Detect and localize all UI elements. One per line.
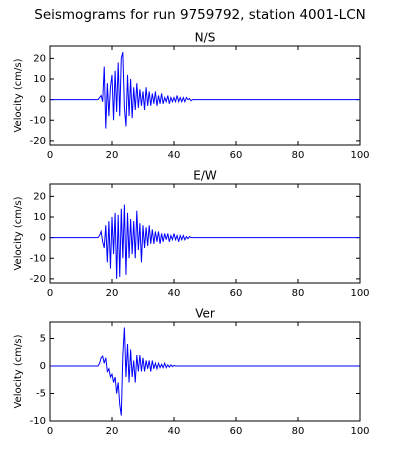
x-tick-label: 100 bbox=[350, 288, 369, 299]
x-tick-label: 80 bbox=[292, 288, 305, 299]
y-tick-label: 20 bbox=[33, 53, 46, 64]
seismogram-line bbox=[50, 204, 360, 279]
y-tick-label: -10 bbox=[30, 416, 46, 427]
y-tick-label: 0 bbox=[40, 233, 46, 244]
seismogram-line bbox=[50, 52, 360, 129]
figure-title: Seismograms for run 9759792, station 400… bbox=[34, 7, 365, 23]
y-tick-label: 0 bbox=[40, 361, 46, 372]
y-tick-label: 5 bbox=[40, 334, 46, 345]
y-tick-label: -20 bbox=[30, 274, 46, 285]
y-tick-label: 10 bbox=[33, 74, 46, 85]
x-tick-label: 80 bbox=[292, 150, 305, 161]
x-tick-label: 60 bbox=[230, 150, 243, 161]
y-axis-label: Velocity (cm/s) bbox=[13, 58, 24, 132]
x-tick-label: 60 bbox=[230, 288, 243, 299]
axes-frame bbox=[49, 321, 361, 422]
y-axis-label: Velocity (cm/s) bbox=[13, 196, 24, 270]
axes-frame bbox=[49, 183, 361, 284]
x-tick-label: 40 bbox=[168, 150, 181, 161]
subplot-title: N/S bbox=[195, 31, 216, 45]
x-tick-label: 60 bbox=[230, 426, 243, 437]
x-tick-label: 40 bbox=[168, 288, 181, 299]
x-tick-label: 100 bbox=[350, 150, 369, 161]
x-tick-label: 100 bbox=[350, 426, 369, 437]
y-tick-label: -10 bbox=[30, 253, 46, 264]
subplot-title: Ver bbox=[195, 307, 215, 321]
x-tick-label: 0 bbox=[47, 150, 53, 161]
y-tick-label: 10 bbox=[33, 212, 46, 223]
x-tick-label: 0 bbox=[47, 426, 53, 437]
x-tick-label: 20 bbox=[106, 150, 119, 161]
subplot-title: E/W bbox=[193, 169, 217, 183]
y-axis-label: Velocity (cm/s) bbox=[13, 334, 24, 408]
y-tick-label: -10 bbox=[30, 115, 46, 126]
seismogram-line bbox=[50, 327, 360, 416]
axes-frame bbox=[49, 45, 361, 146]
x-tick-label: 20 bbox=[106, 288, 119, 299]
x-tick-label: 20 bbox=[106, 426, 119, 437]
y-tick-label: -5 bbox=[36, 389, 46, 400]
x-tick-label: 0 bbox=[47, 288, 53, 299]
x-tick-label: 40 bbox=[168, 426, 181, 437]
y-tick-label: 20 bbox=[33, 191, 46, 202]
y-tick-label: 0 bbox=[40, 95, 46, 106]
y-tick-label: -20 bbox=[30, 136, 46, 147]
x-tick-label: 80 bbox=[292, 426, 305, 437]
